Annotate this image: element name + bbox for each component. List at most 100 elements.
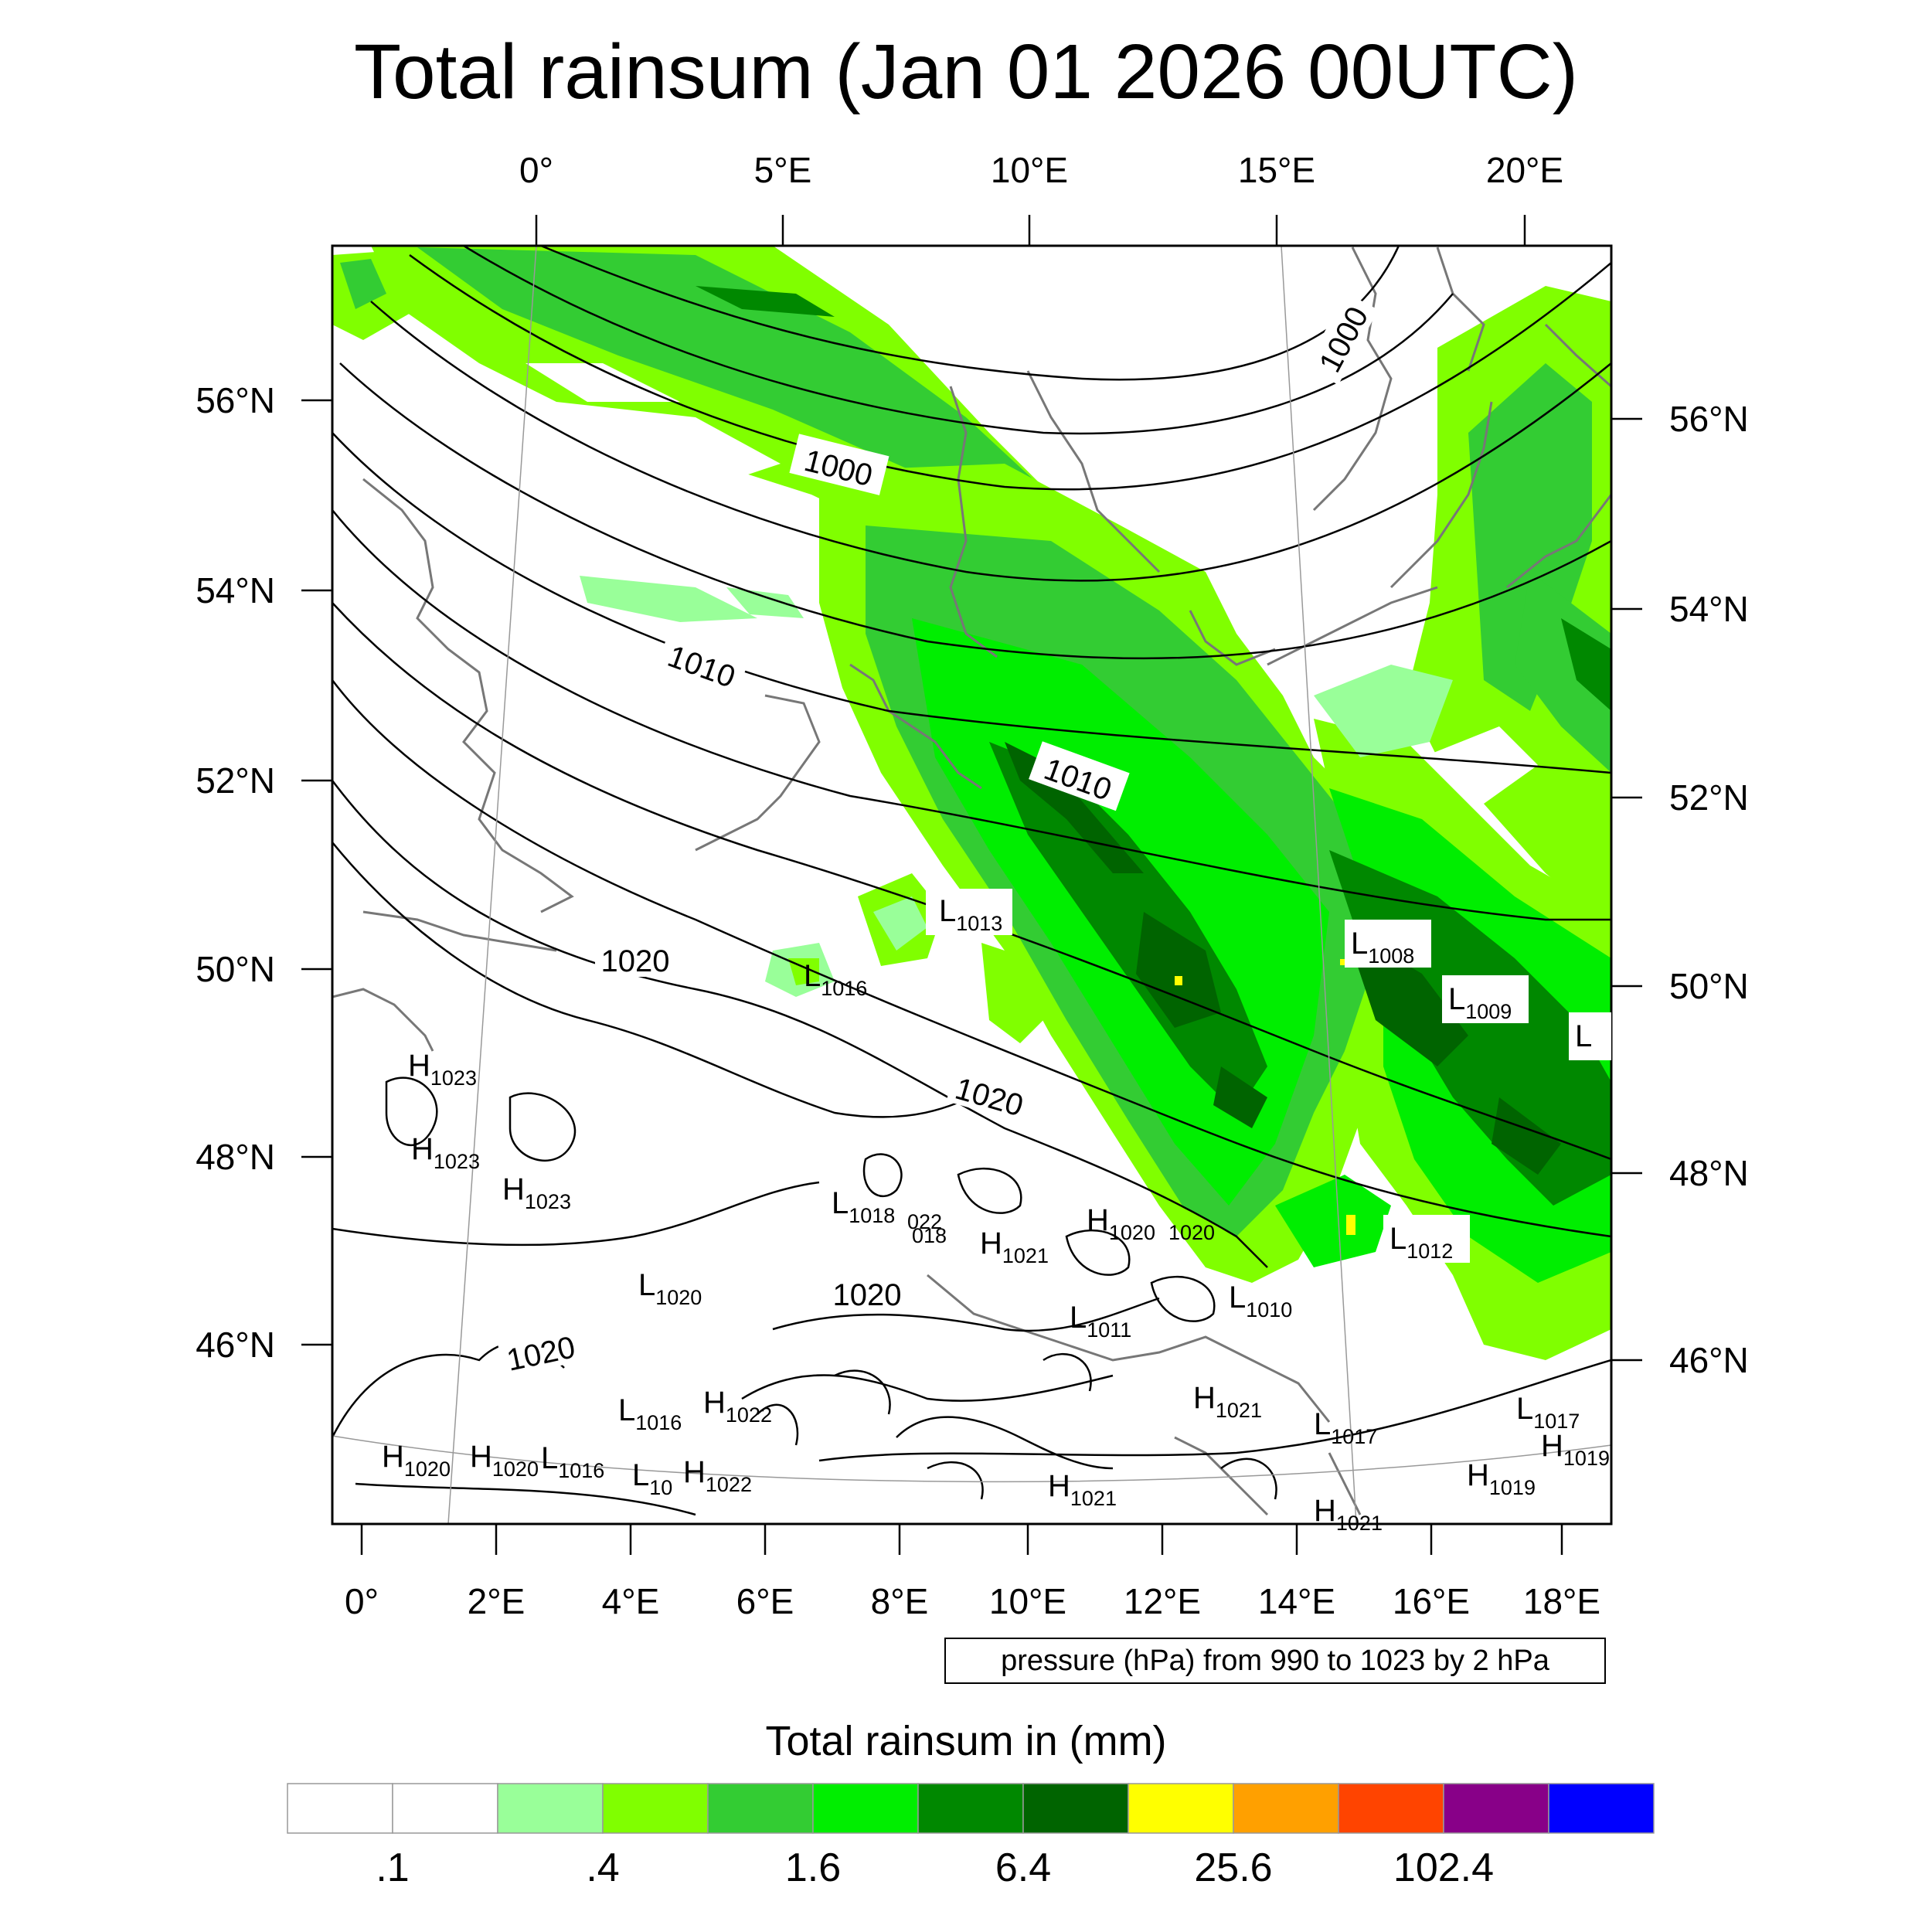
pressure-center-high: H1022 bbox=[683, 1455, 752, 1496]
svg-text:L1011: L1011 bbox=[1070, 1301, 1131, 1342]
pressure-center-high: H1021 bbox=[1314, 1494, 1383, 1535]
left-lat-label: 54°N bbox=[196, 570, 275, 611]
svg-text:1020: 1020 bbox=[1168, 1221, 1215, 1244]
pressure-center-low: L1016 bbox=[804, 959, 867, 1000]
pressure-center-low: L1008 bbox=[1345, 920, 1431, 968]
pressure-center-low: L1017 bbox=[1314, 1407, 1377, 1448]
pressure-center-high: H1022 bbox=[703, 1386, 772, 1427]
svg-text:L1018: L1018 bbox=[832, 1186, 895, 1227]
left-lat-label: 52°N bbox=[196, 760, 275, 801]
pressure-center-low: L1010 bbox=[1229, 1281, 1292, 1321]
right-lat-label: 48°N bbox=[1669, 1153, 1749, 1193]
bottom-lon-label: 4°E bbox=[602, 1581, 660, 1621]
isobar-label: 1020 bbox=[833, 1278, 902, 1312]
bottom-lon-label: 8°E bbox=[871, 1581, 929, 1621]
left-lat-label: 48°N bbox=[196, 1137, 275, 1177]
right-lat-label: 54°N bbox=[1669, 589, 1749, 629]
bottom-axis-labels: 0° 2°E 4°E 6°E 8°E 10°E 12°E 14°E 16°E 1… bbox=[345, 1581, 1600, 1621]
right-lat-label: 56°N bbox=[1669, 399, 1749, 439]
map-frame bbox=[331, 244, 1613, 1526]
left-lat-label: 56°N bbox=[196, 380, 275, 420]
svg-text:H1022: H1022 bbox=[683, 1455, 752, 1496]
pressure-center-low: L1020 bbox=[638, 1268, 702, 1309]
svg-text:H1021: H1021 bbox=[980, 1226, 1049, 1267]
pressure-center-fragment: 022 bbox=[907, 1210, 942, 1233]
pressure-center-high: H1023 bbox=[502, 1172, 571, 1213]
bottom-lon-label: 12°E bbox=[1124, 1581, 1201, 1621]
pressure-center-fragment: 018 bbox=[912, 1224, 947, 1247]
map-content bbox=[332, 246, 1611, 1516]
pressure-center-low: L10 bbox=[632, 1458, 672, 1499]
pressure-center-high: H1020 bbox=[470, 1440, 539, 1481]
pressure-centers: L1013 L1016 L1008 L1009 L L1012 H1023 H1… bbox=[382, 889, 1611, 1535]
pressure-center-low: L1013 bbox=[926, 889, 1012, 935]
pressure-center-high: H1020 bbox=[1087, 1203, 1155, 1244]
top-axis-labels: 0° 5°E 10°E 15°E 20°E bbox=[519, 150, 1563, 190]
svg-text:L1008: L1008 bbox=[1351, 927, 1414, 968]
isobar-label: 1020 bbox=[951, 1072, 1027, 1124]
contour-info-box: pressure (hPa) from 990 to 1023 by 2 hPa bbox=[944, 1638, 1606, 1684]
svg-text:L1012: L1012 bbox=[1389, 1222, 1453, 1263]
right-lat-label: 46°N bbox=[1669, 1340, 1749, 1380]
svg-text:018: 018 bbox=[912, 1224, 947, 1247]
precipitation-field bbox=[332, 246, 1611, 1360]
svg-text:H1023: H1023 bbox=[411, 1132, 480, 1173]
svg-text:H1023: H1023 bbox=[408, 1049, 477, 1090]
pressure-center-low: L1018 bbox=[832, 1186, 895, 1227]
pressure-center-high: H1021 bbox=[980, 1226, 1049, 1267]
bottom-lon-label: 18°E bbox=[1523, 1581, 1600, 1621]
pressure-center-high: H1023 bbox=[408, 1049, 477, 1090]
svg-text:H1020: H1020 bbox=[470, 1440, 539, 1481]
top-lon-label: 0° bbox=[519, 150, 553, 190]
right-lat-label: 50°N bbox=[1669, 966, 1749, 1006]
bottom-lon-label: 14°E bbox=[1258, 1581, 1335, 1621]
isobar-label: 1020 bbox=[601, 944, 670, 978]
svg-text:L1010: L1010 bbox=[1229, 1281, 1292, 1321]
pressure-center-low: L1016 bbox=[618, 1393, 682, 1434]
pressure-center-high: H1023 bbox=[411, 1132, 480, 1173]
top-lon-label: 10°E bbox=[991, 150, 1068, 190]
svg-text:H1021: H1021 bbox=[1193, 1381, 1262, 1422]
bottom-lon-label: 2°E bbox=[468, 1581, 526, 1621]
svg-text:L1013: L1013 bbox=[939, 894, 1002, 935]
svg-text:022: 022 bbox=[907, 1210, 942, 1233]
pressure-center-fragment: 1020 bbox=[1168, 1221, 1215, 1244]
bottom-lon-label: 16°E bbox=[1393, 1581, 1470, 1621]
top-lon-label: 5°E bbox=[754, 150, 812, 190]
bottom-lon-label: 10°E bbox=[989, 1581, 1066, 1621]
svg-text:H1021: H1021 bbox=[1314, 1494, 1383, 1535]
svg-text:L1016: L1016 bbox=[804, 959, 867, 1000]
svg-text:H1020: H1020 bbox=[1087, 1203, 1155, 1244]
left-axis-labels: 56°N 54°N 52°N 50°N 48°N 46°N bbox=[196, 380, 275, 1365]
bottom-lon-label: 0° bbox=[345, 1581, 379, 1621]
right-axis-labels: 56°N 54°N 52°N 50°N 48°N 46°N bbox=[1669, 399, 1749, 1380]
pressure-center-low: L1012 bbox=[1383, 1215, 1470, 1263]
pressure-center-high: H1021 bbox=[1048, 1469, 1117, 1510]
pressure-center-low: L1016 bbox=[541, 1441, 604, 1482]
svg-text:L1016: L1016 bbox=[541, 1441, 604, 1482]
bottom-lon-label: 6°E bbox=[736, 1581, 794, 1621]
pressure-center-high: H1021 bbox=[1193, 1381, 1262, 1422]
coastlines bbox=[332, 247, 1611, 1516]
pressure-center-high: H1019 bbox=[1467, 1458, 1536, 1499]
left-lat-label: 50°N bbox=[196, 949, 275, 989]
svg-text:L1017: L1017 bbox=[1314, 1407, 1377, 1448]
svg-text:L1016: L1016 bbox=[618, 1393, 682, 1434]
svg-text:L: L bbox=[1575, 1019, 1592, 1053]
pressure-center-low: L1011 bbox=[1070, 1301, 1131, 1342]
pressure-center-high: H1019 bbox=[1541, 1429, 1610, 1470]
pressure-center-low: L bbox=[1569, 1012, 1611, 1060]
pressure-center-high: H1020 bbox=[382, 1440, 451, 1481]
svg-text:H1020: H1020 bbox=[382, 1440, 451, 1481]
pressure-center-low: L1017 bbox=[1516, 1392, 1580, 1433]
graticule bbox=[332, 245, 1612, 1525]
map-title: Total rainsum (Jan 01 2026 00UTC) bbox=[353, 29, 1579, 115]
svg-text:L1009: L1009 bbox=[1448, 982, 1512, 1023]
right-lat-label: 52°N bbox=[1669, 777, 1749, 818]
svg-text:H1019: H1019 bbox=[1467, 1458, 1536, 1499]
svg-text:H1023: H1023 bbox=[502, 1172, 571, 1213]
colorbar-title: Total rainsum in (mm) bbox=[765, 1718, 1167, 1764]
svg-text:H1019: H1019 bbox=[1541, 1429, 1610, 1470]
pressure-center-low: L1009 bbox=[1442, 975, 1529, 1023]
